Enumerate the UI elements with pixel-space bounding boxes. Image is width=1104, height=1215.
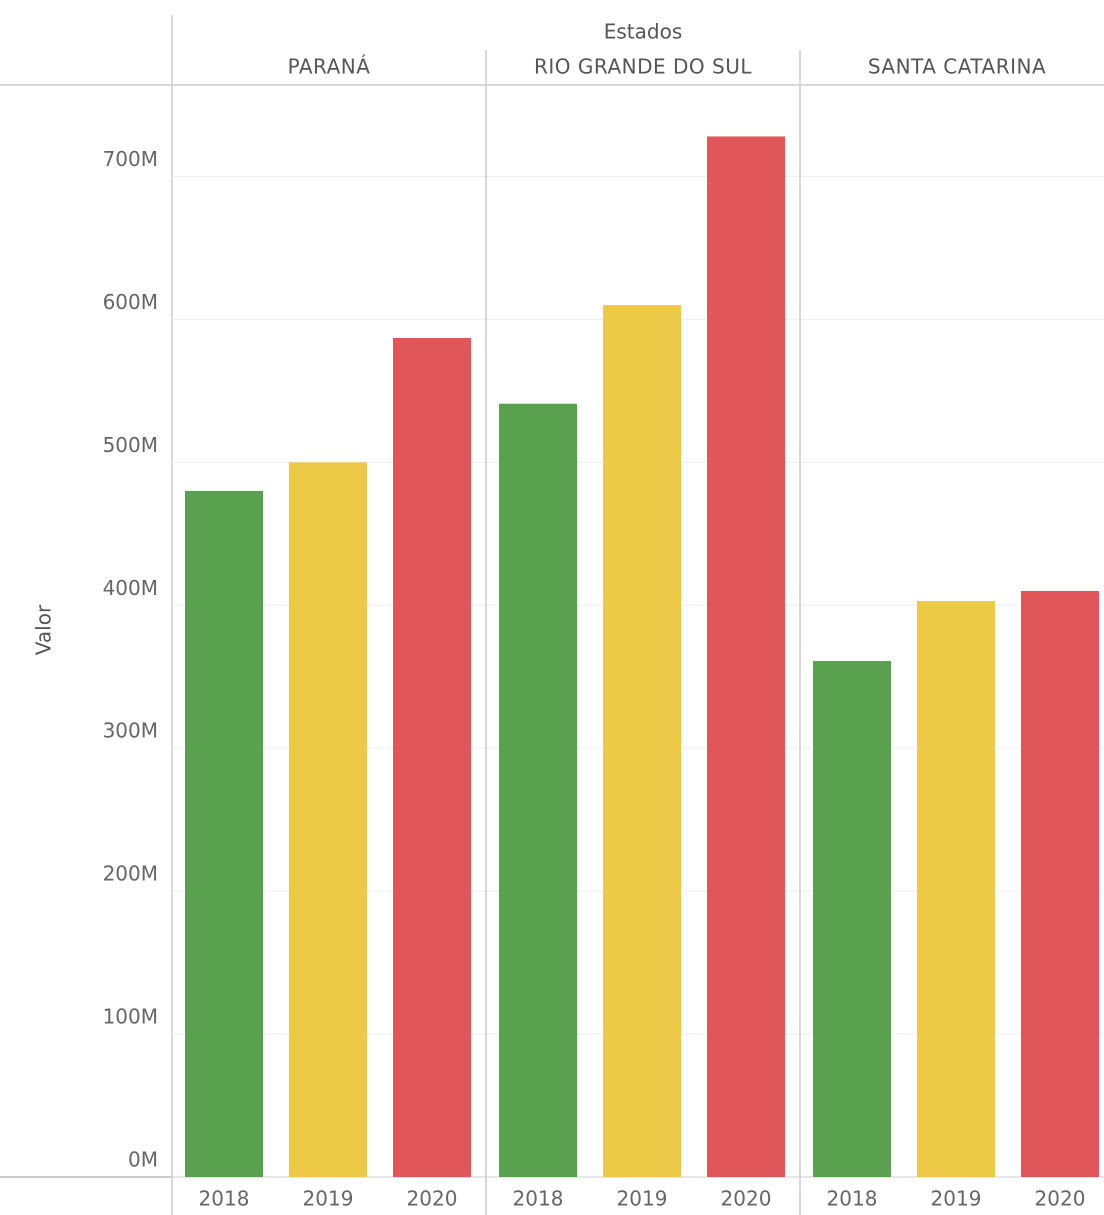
- y-axis-label: Valor: [32, 604, 56, 655]
- bar: [185, 490, 263, 1177]
- x-tick-label: 2020: [407, 1187, 458, 1211]
- category-label: PARANÁ: [288, 55, 371, 79]
- x-tick-label: 2019: [617, 1187, 668, 1211]
- y-tick-label: 400M: [103, 576, 158, 600]
- x-tick-label: 2019: [931, 1187, 982, 1211]
- x-tick-label: 2018: [199, 1187, 250, 1211]
- y-tick-label: 0M: [128, 1148, 158, 1172]
- y-tick-label: 700M: [103, 147, 158, 171]
- category-label: RIO GRANDE DO SUL: [534, 55, 752, 79]
- bar: [813, 661, 891, 1177]
- chart-title: Estados: [604, 20, 683, 44]
- category-label: SANTA CATARINA: [868, 55, 1046, 79]
- bar: [1021, 590, 1099, 1177]
- bar: [603, 305, 681, 1177]
- bar: [289, 462, 367, 1177]
- y-tick-label: 600M: [103, 290, 158, 314]
- x-tick-label: 2019: [303, 1187, 354, 1211]
- y-tick-label: 500M: [103, 433, 158, 457]
- y-tick-label: 300M: [103, 719, 158, 743]
- x-tick-label: 2020: [1035, 1187, 1086, 1211]
- y-tick-label: 200M: [103, 862, 158, 886]
- bar: [393, 337, 471, 1178]
- x-tick-label: 2020: [721, 1187, 772, 1211]
- bar: [917, 600, 995, 1177]
- bar: [499, 403, 577, 1177]
- bar: [707, 136, 785, 1178]
- x-tick-label: 2018: [513, 1187, 564, 1211]
- x-tick-label: 2018: [827, 1187, 878, 1211]
- y-tick-label: 100M: [103, 1005, 158, 1029]
